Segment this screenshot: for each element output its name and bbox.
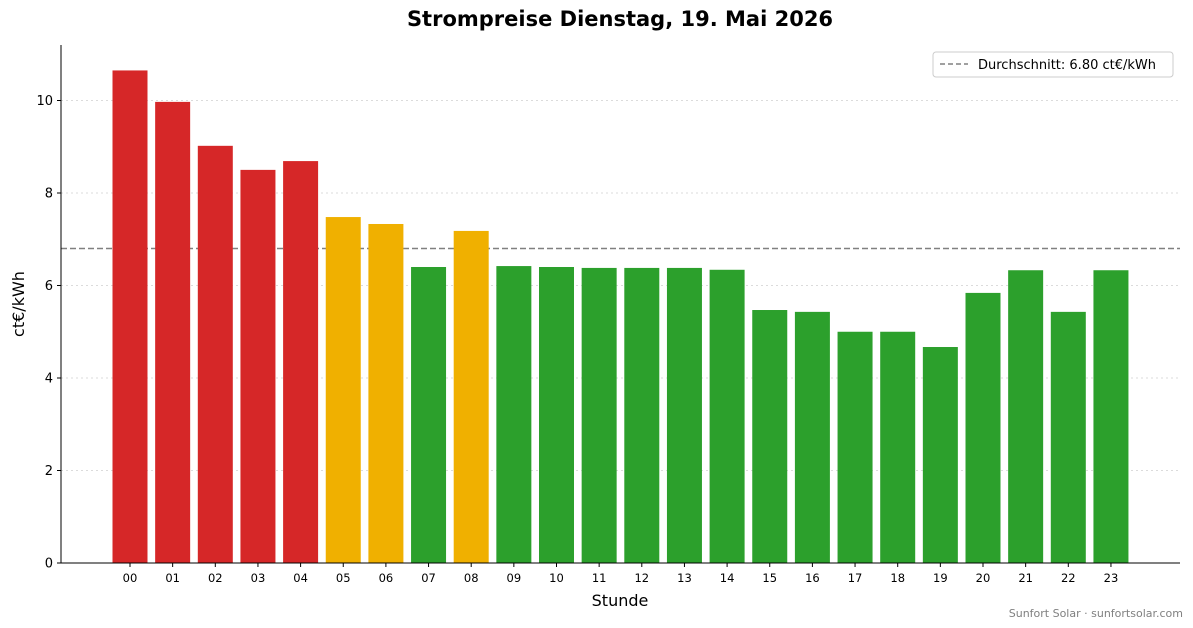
y-tick-label: 0 — [45, 557, 53, 572]
x-tick-label: 07 — [421, 571, 436, 585]
x-tick-label: 04 — [293, 571, 308, 585]
x-ticks: 00 01 02 03 04 05 06 07 08 09 10 11 12 13 14 15 16 17 18 19… — [123, 563, 1119, 585]
axes — [60, 45, 1180, 564]
bar-16 — [794, 311, 830, 563]
y-tick-label: 10 — [36, 94, 53, 109]
x-tick-label: 18 — [890, 571, 905, 585]
x-tick-label: 02 — [208, 571, 223, 585]
x-tick-label: 03 — [251, 571, 266, 585]
x-tick-label: 01 — [165, 571, 180, 585]
x-tick-label: 06 — [379, 571, 394, 585]
bar-13 — [666, 267, 702, 563]
bar-11 — [581, 267, 617, 563]
bar-18 — [880, 331, 916, 563]
legend: Durchschnitt: 6.80 ct€/kWh — [932, 51, 1174, 78]
chart-title: Strompreise Dienstag, 19. Mai 2026 — [407, 7, 833, 31]
x-tick-label: 13 — [677, 571, 692, 585]
y-tick-label: 8 — [45, 187, 53, 202]
x-tick-label: 22 — [1061, 571, 1076, 585]
bar-14 — [709, 269, 745, 563]
x-tick-label: 05 — [336, 571, 351, 585]
y-ticks: 0 2 4 6 8 10 — [36, 94, 61, 572]
x-tick-label: 08 — [464, 571, 479, 585]
x-tick-label: 00 — [123, 571, 138, 585]
y-tick-label: 2 — [45, 464, 53, 479]
y-tick-label: 4 — [45, 372, 53, 387]
bar-22 — [1050, 311, 1086, 563]
legend-frame — [932, 51, 1174, 78]
x-tick-label: 17 — [848, 571, 863, 585]
bar-05 — [325, 217, 361, 564]
bar-10 — [539, 267, 574, 563]
bar-19 — [922, 347, 958, 563]
x-tick-label: 10 — [549, 571, 564, 585]
bar-21 — [1008, 270, 1044, 563]
x-tick-label: 12 — [634, 571, 649, 585]
bar-09 — [496, 266, 532, 563]
bar-00 — [112, 70, 148, 563]
bar-15 — [752, 310, 788, 563]
bar-04 — [283, 161, 319, 563]
x-tick-label: 15 — [762, 571, 777, 585]
bar-17 — [837, 331, 873, 563]
bar-01 — [155, 101, 191, 563]
bar-03 — [240, 169, 276, 563]
bar-20 — [965, 292, 1001, 563]
x-tick-label: 14 — [720, 571, 735, 585]
x-tick-label: 21 — [1018, 571, 1033, 585]
y-axis-label: ct€/kWh — [9, 271, 28, 337]
x-axis-label: Stunde — [592, 591, 649, 610]
x-tick-label: 16 — [805, 571, 820, 585]
x-tick-label: 20 — [976, 571, 991, 585]
legend-average-label: Durchschnitt: 6.80 ct€/kWh — [978, 58, 1156, 73]
y-tick-label: 6 — [45, 279, 53, 294]
x-tick-label: 09 — [507, 571, 522, 585]
bars — [112, 70, 1129, 564]
footer-credit: Sunfort Solar · sunfortsolar.com — [1009, 607, 1183, 620]
x-tick-label: 19 — [933, 571, 948, 585]
bar-08 — [453, 230, 489, 564]
x-tick-label: 23 — [1104, 571, 1119, 585]
bar-23 — [1093, 270, 1129, 563]
bar-07 — [411, 267, 447, 563]
bar-02 — [197, 145, 233, 563]
x-tick-label: 11 — [592, 571, 607, 585]
bar-12 — [624, 267, 660, 563]
bar-06 — [368, 223, 404, 564]
